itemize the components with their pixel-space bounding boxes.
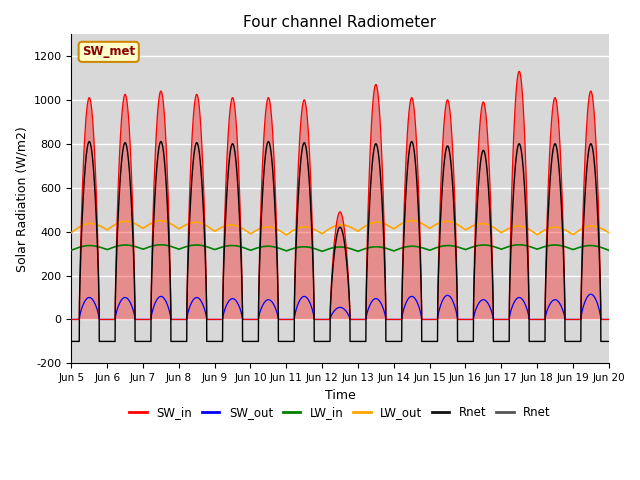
Title: Four channel Radiometer: Four channel Radiometer [243,15,436,30]
Legend: SW_in, SW_out, LW_in, LW_out, Rnet, Rnet: SW_in, SW_out, LW_in, LW_out, Rnet, Rnet [125,401,556,423]
Y-axis label: Solar Radiation (W/m2): Solar Radiation (W/m2) [15,126,28,272]
Text: SW_met: SW_met [82,45,135,59]
X-axis label: Time: Time [324,389,355,402]
